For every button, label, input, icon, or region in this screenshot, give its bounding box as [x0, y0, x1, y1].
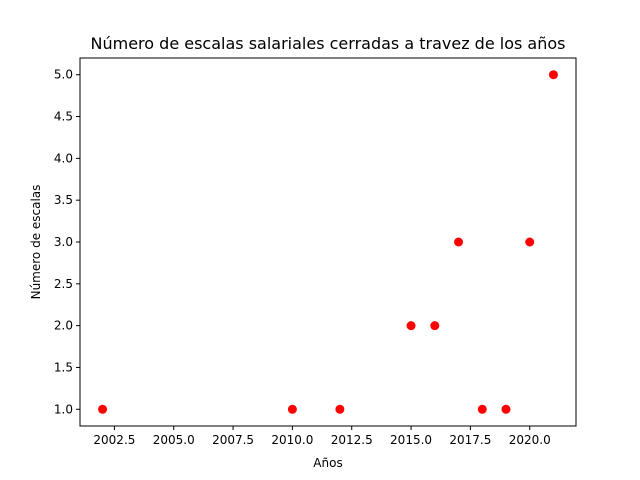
data-points [98, 70, 558, 414]
data-point [525, 237, 535, 247]
x-tick-label: 2017.5 [449, 433, 491, 447]
y-tick-label: 1.0 [54, 402, 73, 416]
chart-title: Número de escalas salariales cerradas a … [91, 34, 566, 53]
y-tick-label: 3.5 [54, 193, 73, 207]
x-tick-label: 2010.0 [271, 433, 313, 447]
y-tick-label: 2.0 [54, 319, 73, 333]
data-point [287, 404, 297, 414]
data-point [548, 70, 558, 80]
y-tick-label: 2.5 [54, 277, 73, 291]
x-axis-label: Años [313, 456, 342, 470]
x-tick-label: 2005.0 [153, 433, 195, 447]
plot-area: 2002.5 2005.0 2007.5 2010.0 2012.5 2015.0 2017… [54, 57, 577, 447]
plot-frame [79, 57, 577, 427]
data-point [406, 321, 416, 331]
data-point [335, 404, 345, 414]
y-axis: 1.0 1.5 2.0 2.5 3.0 3.5 4.0 4.5 5.0 [54, 68, 80, 416]
data-point [501, 404, 511, 414]
x-axis: 2002.5 2005.0 2007.5 2010.0 2012.5 2015.0 2017… [93, 426, 551, 447]
y-tick-label: 3.0 [54, 235, 73, 249]
x-tick-label: 2012.5 [331, 433, 373, 447]
data-point [98, 404, 108, 414]
y-axis-label: Número de escalas [29, 185, 43, 300]
y-tick-label: 5.0 [54, 68, 73, 82]
x-tick-label: 2020.0 [509, 433, 551, 447]
y-tick-label: 1.5 [54, 360, 73, 374]
data-point [430, 321, 440, 331]
data-point [454, 237, 464, 247]
y-tick-label: 4.5 [54, 110, 73, 124]
x-tick-label: 2015.0 [390, 433, 432, 447]
x-tick-label: 2002.5 [93, 433, 135, 447]
x-tick-label: 2007.5 [212, 433, 254, 447]
y-tick-label: 4.0 [54, 151, 73, 165]
data-point [477, 404, 487, 414]
